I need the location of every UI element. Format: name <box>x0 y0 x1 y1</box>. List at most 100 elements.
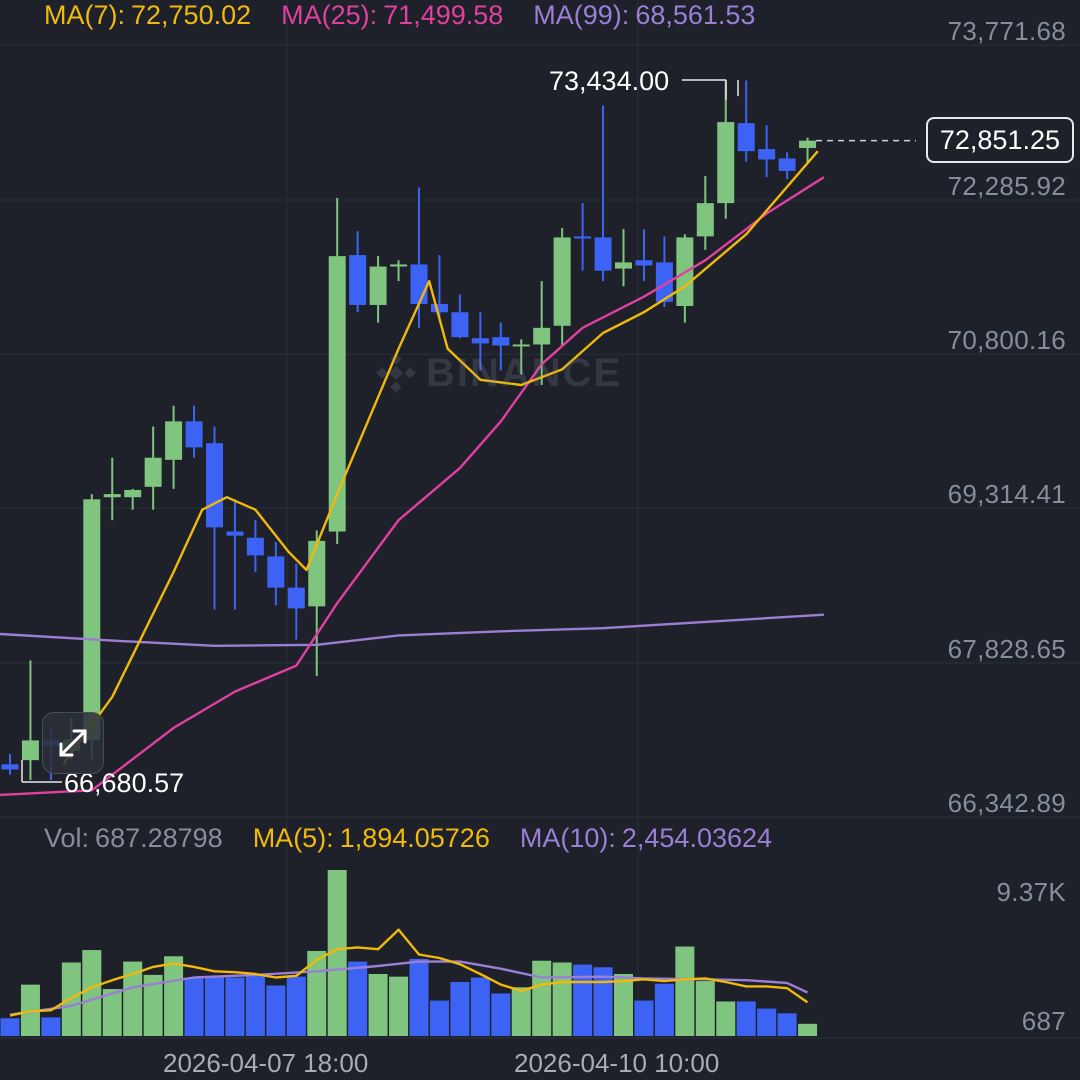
vol-ma10-legend: MA(10): 2,454.03624 <box>520 823 772 854</box>
candle-body <box>512 344 530 347</box>
ma7-value: 72,750.02 <box>131 0 252 30</box>
volume-bar <box>450 981 470 1036</box>
volume-bar <box>102 989 122 1036</box>
volume-bar <box>798 1023 818 1036</box>
volume-bar <box>286 976 306 1036</box>
volume-bar <box>143 974 163 1036</box>
vol-legend: Vol: 687.28798 <box>44 823 223 854</box>
ma25-value: 71,499.58 <box>383 0 504 30</box>
volume-bar <box>368 973 388 1036</box>
volume-bar <box>245 975 265 1036</box>
ma7-legend: MA(7): 72,750.02 <box>44 0 251 31</box>
volume-bar <box>0 1018 20 1036</box>
volume-bar <box>614 973 633 1036</box>
volume-bar <box>634 1000 654 1036</box>
price-axis-label: 70,800.16 <box>947 325 1066 355</box>
ma25-label: MA(25): <box>281 0 378 30</box>
candle-body <box>103 494 121 498</box>
candle-body <box>369 266 387 305</box>
volume-bar <box>348 961 368 1036</box>
candle-body <box>635 260 653 266</box>
candle-body <box>451 312 469 338</box>
volume-bar <box>511 987 531 1036</box>
price-axis-label: 69,314.41 <box>947 479 1066 509</box>
current-price-tag[interactable]: 72,851.25 <box>925 117 1074 163</box>
ma7-label: MA(7): <box>44 0 125 30</box>
candle-body <box>574 236 592 239</box>
watermark: BINANCE <box>376 350 622 396</box>
candle-body <box>328 256 346 532</box>
candle-body <box>165 421 183 460</box>
candle-body <box>758 149 776 160</box>
candle-body <box>553 237 571 326</box>
high-price-label: 73,434.00 <box>549 66 670 96</box>
volume-bar <box>225 977 245 1036</box>
candle-body <box>185 421 203 448</box>
price-axis-label: 67,828.65 <box>947 634 1066 664</box>
time-axis-label: 2026-04-10 10:00 <box>514 1048 720 1078</box>
volume-bar <box>736 1001 756 1036</box>
candle-body <box>308 540 326 607</box>
volume-bar <box>532 960 552 1036</box>
vol-ma5-legend: MA(5): 1,894.05726 <box>253 823 490 854</box>
vol-ma10-label: MA(10): <box>519 822 616 853</box>
ma99-legend: MA(99): 68,561.53 <box>533 0 755 31</box>
ma99-value: 68,561.53 <box>635 0 756 30</box>
candle-body <box>226 531 244 536</box>
expand-button[interactable] <box>42 712 104 774</box>
volume-bar <box>573 964 593 1036</box>
vol-ma10-value: 2,454.03624 <box>621 822 773 853</box>
candle-body <box>799 140 817 149</box>
volume-bar <box>593 967 613 1036</box>
volume-bar <box>695 981 715 1036</box>
candle-body <box>83 499 101 741</box>
price-axis-label: 73,771.68 <box>947 16 1066 46</box>
candle-body <box>655 262 673 302</box>
volume-bar <box>266 985 286 1036</box>
candle-body <box>410 264 428 304</box>
candle-body <box>390 264 408 267</box>
volume-bar <box>205 976 224 1036</box>
candle-body <box>21 740 39 761</box>
volume-bar <box>552 962 572 1036</box>
volume-bar <box>164 956 184 1036</box>
vol-value: 687.28798 <box>95 822 223 853</box>
ma25-legend: MA(25): 71,499.58 <box>281 0 503 31</box>
volume-ma5-line <box>9 928 809 1017</box>
candle-body <box>737 123 755 152</box>
candle-body <box>717 122 735 204</box>
candle-body <box>594 237 612 271</box>
volume-bar <box>757 1008 777 1036</box>
volume-axis-label: 9.37K <box>996 877 1066 907</box>
volume-legend: Vol: 687.28798 MA(5): 1,894.05726 MA(10)… <box>44 822 772 854</box>
ma7-line <box>62 150 819 766</box>
ma25-line <box>0 176 825 797</box>
expand-icon <box>59 729 87 757</box>
ma99-label: MA(99): <box>533 0 630 30</box>
volume-bar <box>409 958 429 1036</box>
candle-body <box>267 556 285 588</box>
watermark-text: BINANCE <box>426 350 623 395</box>
candle-body <box>1 764 19 770</box>
volume-bar <box>777 1013 797 1036</box>
candle-body <box>246 537 264 556</box>
volume-bar <box>123 961 143 1036</box>
candle-body <box>206 443 223 528</box>
ma99-line <box>0 613 824 647</box>
volume-bar <box>470 977 490 1036</box>
volume-bar <box>675 946 695 1036</box>
candle-body <box>615 262 632 269</box>
volume-bar <box>327 870 347 1036</box>
time-axis-label: 2026-04-07 18:00 <box>163 1048 369 1078</box>
candle-body <box>124 489 142 498</box>
candle-body <box>144 457 162 487</box>
candle-body <box>533 327 551 345</box>
volume-bar <box>654 983 674 1036</box>
candle-body <box>696 203 714 237</box>
price-axis-label: 72,285.92 <box>947 171 1066 201</box>
ma-legend: MA(7): 72,750.02 MA(25): 71,499.58 MA(99… <box>44 0 755 30</box>
volume-bar <box>184 977 204 1036</box>
candle-body <box>430 303 448 313</box>
